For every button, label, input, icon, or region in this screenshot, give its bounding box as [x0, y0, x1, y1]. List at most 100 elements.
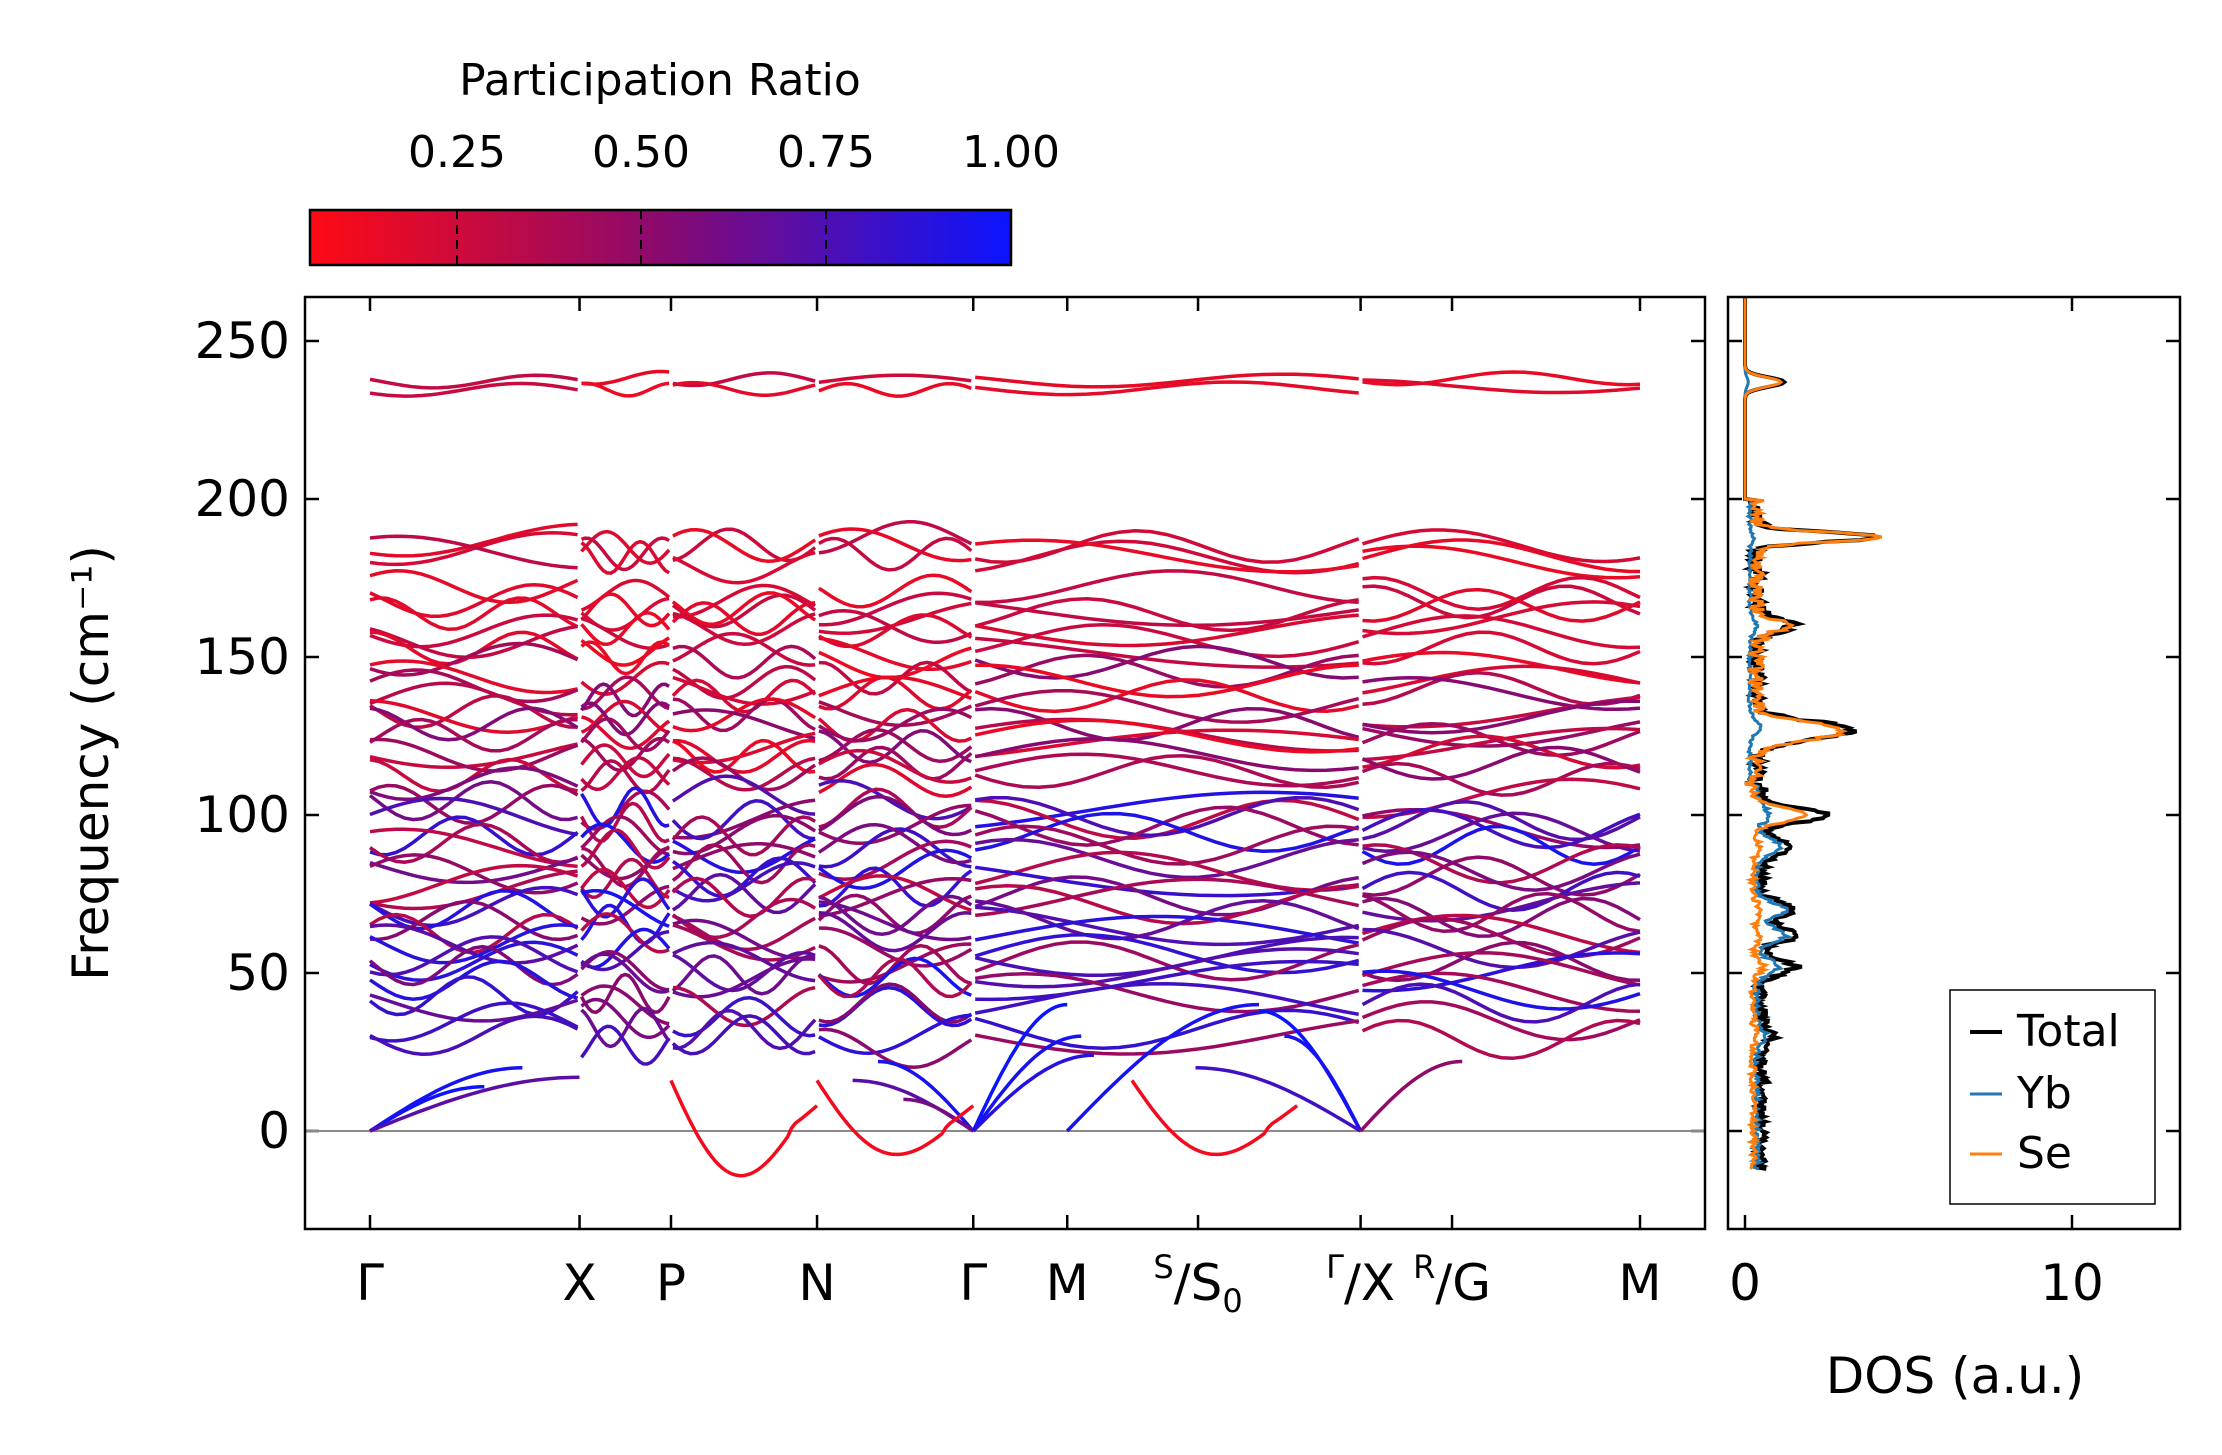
dos-x-tick-label: 10 — [2040, 1254, 2104, 1312]
phonon-band — [817, 822, 972, 865]
phonon-band — [369, 698, 579, 734]
phonon-band — [369, 624, 578, 660]
band-y-ticks: 0 50 100 150 200 250 — [195, 312, 1705, 1160]
phonon-band — [1361, 891, 1641, 934]
phonon-band — [975, 959, 1359, 1002]
k-point-label: R/G — [1413, 1248, 1491, 1312]
phonon-band — [974, 752, 1360, 788]
phonon-band — [369, 583, 579, 619]
phonon-band — [818, 943, 972, 986]
phonon-band — [1362, 370, 1641, 387]
phonon-band — [369, 737, 579, 773]
phonon-band — [818, 700, 972, 728]
acoustic-band — [369, 1075, 580, 1133]
phonon-band — [671, 897, 817, 940]
y-axis-label: Frequency (cm⁻¹) — [62, 545, 120, 981]
acoustic-band — [1284, 1034, 1363, 1132]
phonon-band — [672, 550, 816, 585]
acoustic-band — [972, 1053, 1094, 1133]
dos-line-se — [1743, 297, 1882, 1170]
colorbar-tick-label: 1.00 — [962, 127, 1060, 178]
y-tick-label: 250 — [195, 312, 290, 370]
phonon-band — [1362, 699, 1641, 735]
phonon-band — [580, 592, 671, 628]
imaginary-band — [1130, 1079, 1299, 1157]
phonon-band — [974, 837, 1359, 880]
phonon-band — [974, 914, 1360, 945]
phonon-band — [818, 900, 972, 942]
dos-lines — [1741, 297, 1882, 1171]
phonon-band — [672, 738, 816, 774]
phonon-band — [817, 957, 973, 999]
phonon-band — [369, 959, 579, 1001]
phonon-band — [974, 613, 1359, 648]
acoustic-band — [1065, 1002, 1260, 1133]
phonon-band — [580, 539, 671, 575]
band-frame — [303, 295, 1707, 1231]
phonon-band — [974, 718, 1359, 754]
phonon-band — [580, 717, 671, 753]
phonon-band — [580, 536, 670, 572]
phonon-band — [369, 815, 579, 857]
dos-ticks: 0 10 — [1728, 297, 2180, 1312]
phonon-band — [580, 759, 671, 795]
phonon-band — [671, 876, 816, 919]
acoustic-band — [971, 1002, 1068, 1132]
phonon-band — [368, 944, 579, 987]
phonon-band — [672, 631, 816, 667]
phonon-band — [580, 857, 670, 899]
colorbar-tick-label: 0.25 — [408, 127, 506, 178]
dos-panel: 0 10 DOS (a.u.) Total Yb Se — [1726, 295, 2182, 1405]
imaginary-band — [669, 1079, 819, 1178]
phonon-band — [817, 956, 972, 998]
phonon-band — [818, 636, 972, 672]
phonon-band — [974, 883, 1359, 926]
dos-x-label: DOS (a.u.) — [1826, 1347, 2085, 1405]
phonon-band — [672, 985, 816, 1028]
phonon-band — [580, 699, 670, 735]
legend-label-se: Se — [2017, 1128, 2072, 1179]
phonon-band — [975, 905, 1360, 947]
phonon-band — [1362, 951, 1641, 987]
phonon-band — [818, 911, 972, 953]
phonon-band — [818, 874, 972, 912]
phonon-band — [818, 762, 973, 798]
phonon-band — [369, 885, 579, 928]
phonon-band — [672, 697, 816, 733]
phonon-band — [1361, 721, 1641, 758]
phonon-band — [580, 997, 671, 1040]
phonon-band — [580, 743, 671, 779]
phonon-band — [580, 822, 671, 864]
y-tick-label: 200 — [195, 470, 290, 528]
phonon-band — [974, 940, 1360, 982]
phonon-band — [672, 738, 816, 774]
phonon-band — [975, 728, 1359, 759]
k-point-label: X — [562, 1254, 596, 1312]
dos-x-tick-label: 0 — [1729, 1254, 1761, 1312]
phonon-band — [1362, 927, 1641, 970]
k-point-label: P — [656, 1254, 686, 1312]
phonon-band — [672, 996, 816, 1038]
phonon-band — [818, 729, 972, 765]
phonon-band — [1362, 855, 1641, 897]
phonon-band — [580, 912, 670, 954]
phonon-band — [580, 1024, 671, 1066]
phonon-band — [580, 640, 671, 676]
phonon-bands — [368, 280, 1641, 1178]
phonon-band — [369, 659, 578, 695]
phonon-band — [369, 899, 579, 942]
phonon-band — [819, 280, 971, 293]
phonon-band — [1361, 982, 1641, 1024]
phonon-band — [975, 569, 1359, 605]
dos-frame — [1726, 295, 2182, 1231]
colorbar-gradient — [308, 208, 1013, 267]
phonon-band — [975, 663, 1359, 699]
phonon-band — [580, 529, 671, 565]
phonon-band — [818, 675, 972, 700]
phonon-band — [1362, 969, 1641, 1011]
acoustic-band — [852, 1078, 975, 1133]
phonon-band — [1362, 811, 1641, 853]
phonon-band — [579, 801, 670, 844]
acoustic-band — [369, 1066, 523, 1133]
phonon-band — [672, 371, 816, 388]
